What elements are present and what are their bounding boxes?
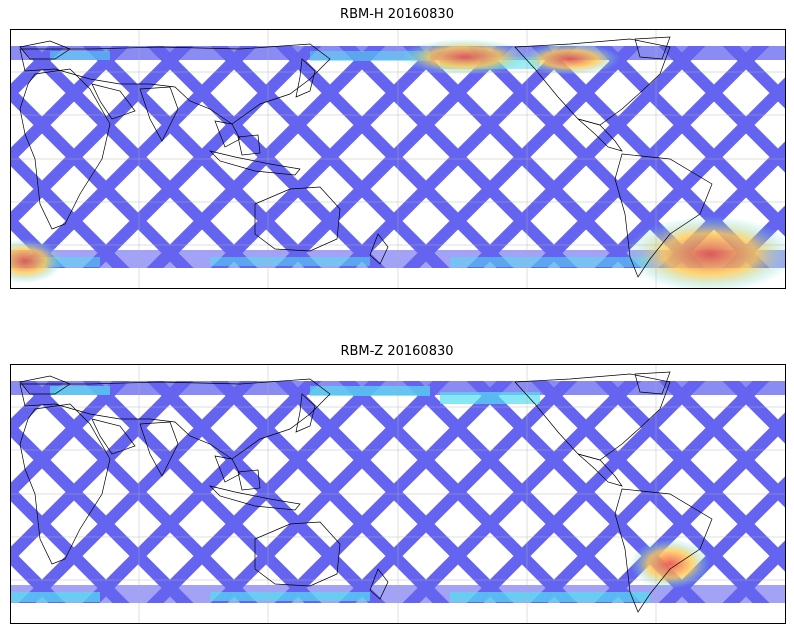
africa-coastline bbox=[19, 403, 111, 565]
mid-value-overlay bbox=[50, 386, 110, 395]
graticule bbox=[10, 29, 786, 289]
greenland-coastline bbox=[634, 36, 671, 60]
india-coastline bbox=[139, 421, 179, 477]
arabia-coastline bbox=[91, 418, 136, 455]
north-pacific-east-high bbox=[400, 39, 530, 75]
japan-coastline bbox=[295, 393, 316, 433]
south-america-coastline bbox=[614, 153, 713, 278]
indonesia-coastline bbox=[208, 150, 301, 176]
panel-title-rbm-h: RBM-H 20160830 bbox=[340, 7, 454, 22]
arabia-coastline bbox=[91, 83, 136, 120]
south-atlantic-high bbox=[625, 216, 786, 289]
mid-value-overlay bbox=[450, 592, 650, 602]
mid-value-overlay bbox=[10, 592, 100, 602]
central-america-coastline bbox=[577, 453, 623, 487]
high-value-regions bbox=[630, 539, 710, 589]
japan-coastline bbox=[295, 58, 316, 98]
europe-coastline bbox=[19, 375, 71, 395]
north-america-coastline bbox=[514, 373, 671, 461]
new-zealand-coastline bbox=[369, 568, 389, 600]
graticule bbox=[10, 364, 786, 624]
mid-value-overlay bbox=[440, 392, 540, 404]
europe-coastline bbox=[19, 40, 71, 60]
mid-value-overlay bbox=[210, 257, 370, 266]
panel-title-rbm-z: RBM-Z 20160830 bbox=[340, 344, 454, 359]
map-frame bbox=[10, 29, 786, 289]
mid-value-overlay bbox=[310, 386, 430, 396]
north-america-coastline bbox=[514, 38, 671, 126]
north-atlantic-high bbox=[520, 43, 620, 75]
south-atlantic-patagonia-high bbox=[630, 539, 710, 589]
australia-coastline bbox=[254, 521, 341, 587]
coastlines bbox=[19, 371, 713, 613]
mid-value-overlay bbox=[310, 51, 430, 61]
map-frame bbox=[10, 364, 786, 624]
coastlines bbox=[19, 36, 713, 278]
southeast-asia-coastline bbox=[214, 455, 241, 483]
new-zealand-coastline bbox=[369, 233, 389, 265]
mid-value-overlay bbox=[450, 257, 650, 267]
borneo-coastline bbox=[237, 469, 261, 491]
india-coastline bbox=[139, 86, 179, 142]
southeast-asia-coastline bbox=[214, 120, 241, 148]
south-america-coastline bbox=[614, 488, 713, 613]
high-value-regions bbox=[10, 39, 786, 289]
greenland-coastline bbox=[634, 371, 671, 395]
australia-coastline bbox=[254, 186, 341, 252]
southern-ocean-west-high bbox=[10, 239, 63, 283]
indonesia-coastline bbox=[208, 485, 301, 511]
mid-value-overlay bbox=[50, 51, 110, 60]
mid-value-overlay bbox=[210, 592, 370, 601]
central-america-coastline bbox=[577, 118, 623, 152]
africa-coastline bbox=[19, 68, 111, 230]
map-panel-rbm-h bbox=[10, 29, 786, 289]
borneo-coastline bbox=[237, 134, 261, 156]
map-panel-rbm-z bbox=[10, 364, 786, 624]
